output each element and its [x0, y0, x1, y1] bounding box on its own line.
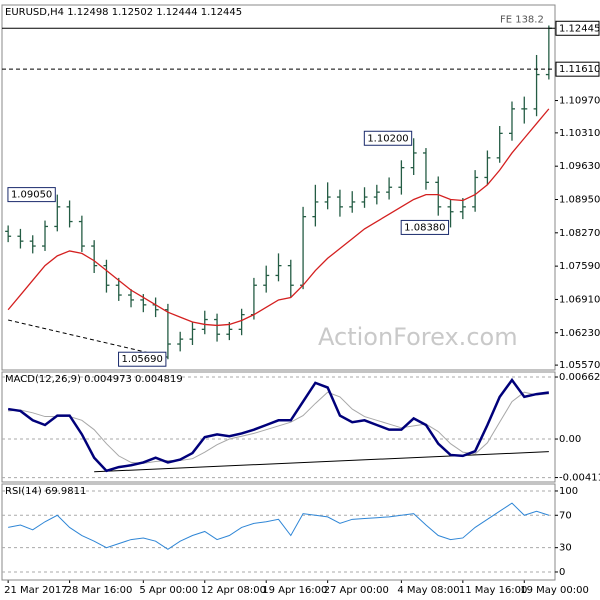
x-tick-label: 5 Apr 00:00: [139, 585, 198, 596]
x-tick-label: 19 May 00:00: [520, 585, 589, 596]
y-tick-label: 1.05570: [559, 360, 600, 371]
panel-border: [1, 4, 556, 371]
y-tick-label: 0.00: [559, 434, 581, 445]
y-tick-label: 1.06230: [559, 328, 600, 339]
y-tick-label: 1.09630: [559, 161, 600, 172]
y-tick-label: 1.07590: [559, 261, 600, 272]
x-tick-label: 12 Apr 08:00: [201, 585, 266, 596]
watermark: ActionForex.com: [318, 323, 518, 351]
annotation-box: [363, 130, 413, 146]
trendline: [94, 451, 549, 473]
panel-title: EURUSD,H4 1.12498 1.12502 1.12444 1.1244…: [5, 7, 242, 18]
price-label: 1.12445: [559, 23, 600, 34]
annotation-box: [400, 219, 450, 235]
x-tick-label: 19 Apr 16:00: [262, 585, 327, 596]
y-tick-label: 100: [559, 486, 578, 497]
annotation: 1.10200: [367, 133, 408, 144]
x-tick-label: 21 Mar 2017: [4, 585, 67, 596]
y-tick-label: 1.08950: [559, 195, 600, 206]
price-label: 1.11610: [559, 64, 600, 75]
y-tick-label: 1.10970: [559, 96, 600, 107]
rsi-line: [8, 502, 550, 550]
x-tick-label: 11 May 16:00: [459, 585, 528, 596]
y-tick-label: 70: [559, 510, 572, 521]
panel-title: MACD(12,26,9) 0.004973 0.004819: [5, 374, 183, 385]
x-tick-label: 27 Apr 00:00: [324, 585, 389, 596]
panel-border: [1, 371, 556, 483]
x-tick-label: 28 Mar 16:00: [66, 585, 133, 596]
y-tick-label: 0: [559, 567, 565, 578]
annotation: FE 138.2: [500, 15, 544, 26]
trendline: [8, 319, 169, 358]
macd-line: [7, 377, 550, 473]
y-tick-label: 1.10310: [559, 128, 600, 139]
annotation: 1.05690: [122, 354, 163, 365]
y-tick-label: 30: [559, 543, 572, 554]
panel-title: RSI(14) 69.9811: [5, 486, 86, 497]
y-tick-label: 1.06910: [559, 294, 600, 305]
price-label-box: [555, 61, 600, 77]
moving-average: [7, 108, 550, 327]
annotation: 1.09050: [11, 190, 52, 201]
price-label-box: [555, 20, 600, 36]
signal-line: [8, 391, 549, 464]
y-tick-label: -0.004116: [559, 473, 600, 484]
annotation-box: [118, 351, 167, 367]
annotation: 1.08380: [404, 222, 445, 233]
x-tick-label: 4 May 08:00: [397, 585, 459, 596]
panel-border: [1, 483, 556, 581]
annotation-box: [7, 187, 56, 203]
y-tick-label: 0.006624: [559, 372, 600, 383]
y-tick-label: 1.08270: [559, 228, 600, 239]
